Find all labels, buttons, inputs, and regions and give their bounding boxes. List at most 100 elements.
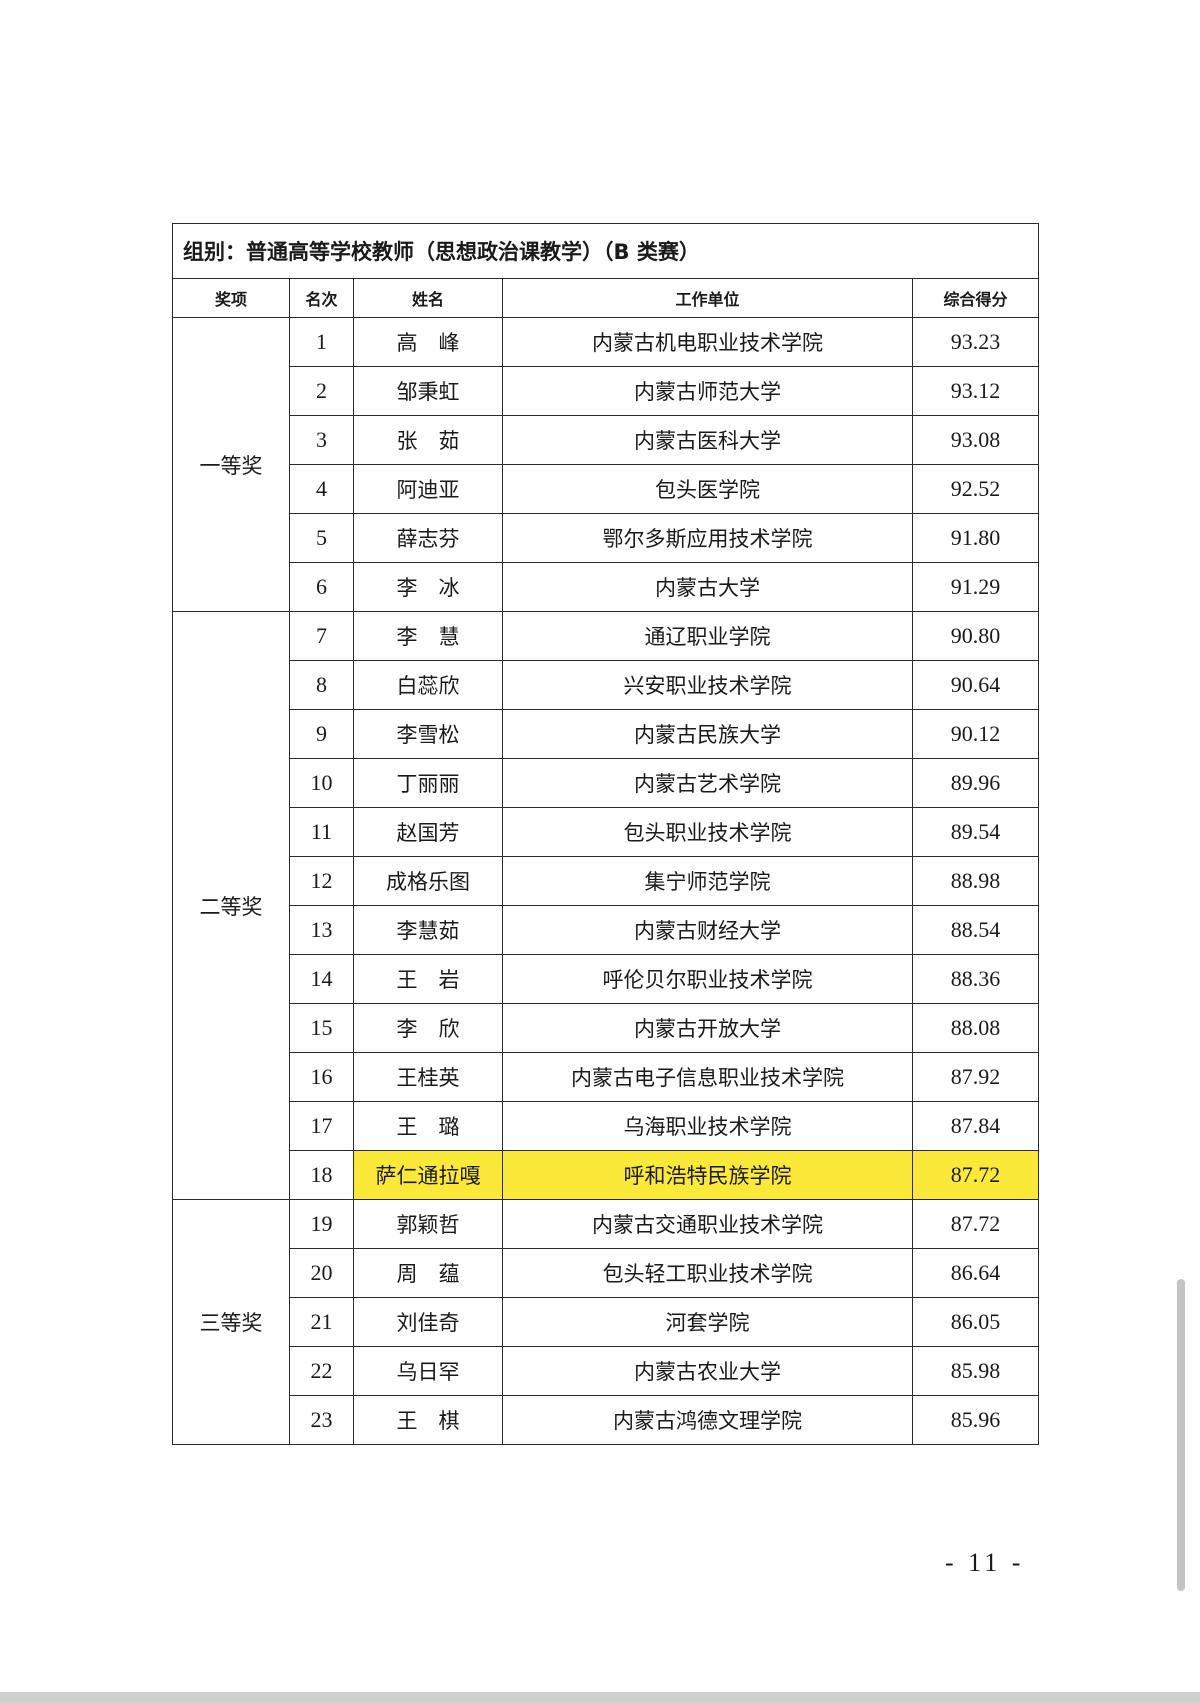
table-row: 2 邹秉虹 内蒙古师范大学 93.12: [173, 366, 1040, 416]
score-cell: 88.98: [911, 856, 1040, 906]
table-row: 12 成格乐图 集宁师范学院 88.98: [173, 856, 1040, 906]
unit-cell: 包头职业技术学院: [502, 807, 913, 857]
rank-cell: 4: [289, 464, 354, 514]
header-row: 奖项 名次 姓名 工作单位 综合得分: [172, 278, 1040, 318]
unit-cell: 内蒙古开放大学: [502, 1003, 913, 1053]
score-cell: 85.96: [911, 1395, 1040, 1445]
name-cell: 阿迪亚: [353, 464, 503, 514]
score-cell: 90.80: [911, 611, 1040, 661]
table-row: 15 李 欣内蒙古开放大学 88.08: [173, 1003, 1040, 1053]
score-cell: 88.36: [911, 954, 1040, 1004]
rank-cell: 16: [289, 1052, 354, 1102]
rank-cell: 18: [289, 1150, 354, 1200]
unit-cell: 乌海职业技术学院: [502, 1101, 913, 1151]
name-cell: 王桂英: [353, 1052, 503, 1102]
name-cell: 邹秉虹: [353, 366, 503, 416]
header-rank: 名次: [289, 278, 354, 318]
unit-cell: 兴安职业技术学院: [502, 660, 913, 710]
unit-cell: 内蒙古大学: [502, 562, 913, 612]
results-table: 组别：普通高等学校教师（思想政治课教学）（B 类赛） 奖项 名次 姓名 工作单位…: [171, 223, 1040, 1445]
score-cell: 88.54: [911, 905, 1040, 955]
table-row: 一等奖 1 高 峰内蒙古机电职业技术学院 93.23: [172, 317, 1040, 612]
name-cell: 乌日罕: [353, 1346, 503, 1396]
unit-cell: 集宁师范学院: [502, 856, 913, 906]
table-row: 二等奖 7 李 慧通辽职业学院 90.80: [172, 611, 1040, 1200]
unit-cell: 内蒙古机电职业技术学院: [502, 317, 913, 367]
rank-cell: 14: [289, 954, 354, 1004]
name-cell: 高 峰: [353, 317, 503, 367]
unit-cell: 内蒙古师范大学: [502, 366, 913, 416]
name-cell: 薛志芬: [353, 513, 503, 563]
name-cell: 刘佳奇: [353, 1297, 503, 1347]
name-cell: 张 茹: [353, 415, 503, 465]
header-award: 奖项: [172, 278, 290, 318]
table-row: 23 王 棋内蒙古鸿德文理学院 85.96: [173, 1395, 1040, 1445]
score-cell: 87.92: [911, 1052, 1040, 1102]
rank-cell: 20: [289, 1248, 354, 1298]
award-cell: 二等奖: [172, 611, 290, 1200]
score-cell: 93.23: [911, 317, 1040, 367]
score-cell: 92.52: [911, 464, 1040, 514]
unit-cell: 鄂尔多斯应用技术学院: [502, 513, 913, 563]
unit-cell: 包头医学院: [502, 464, 913, 514]
unit-cell: 呼伦贝尔职业技术学院: [502, 954, 913, 1004]
unit-cell: 内蒙古农业大学: [502, 1346, 913, 1396]
name-cell: 李慧茹: [353, 905, 503, 955]
unit-cell: 内蒙古鸿德文理学院: [502, 1395, 913, 1445]
table-row: 9 李雪松 内蒙古民族大学 90.12: [173, 709, 1040, 759]
rank-cell: 2: [289, 366, 354, 416]
rank-cell: 8: [289, 660, 354, 710]
table-row: 11 赵国芳 包头职业技术学院 89.54: [173, 807, 1040, 857]
header-name: 姓名: [353, 278, 503, 318]
unit-cell: 内蒙古财经大学: [502, 905, 913, 955]
unit-cell: 通辽职业学院: [502, 611, 913, 661]
score-cell: 87.84: [911, 1101, 1040, 1151]
rank-cell: 12: [289, 856, 354, 906]
rank-cell: 7: [289, 611, 354, 661]
name-cell: 白蕊欣: [353, 660, 503, 710]
name-cell: 李 慧: [353, 611, 503, 661]
name-cell: 成格乐图: [353, 856, 503, 906]
bottom-bar: [0, 1692, 1200, 1703]
rank-cell: 23: [289, 1395, 354, 1445]
score-cell: 90.12: [911, 709, 1040, 759]
score-cell: 91.29: [911, 562, 1040, 612]
unit-cell: 呼和浩特民族学院: [502, 1150, 913, 1200]
score-cell: 87.72: [911, 1199, 1040, 1249]
score-cell: 87.72: [911, 1150, 1040, 1200]
rank-cell: 19: [289, 1199, 354, 1249]
rank-cell: 10: [289, 758, 354, 808]
table-row: 8 白蕊欣 兴安职业技术学院 90.64: [173, 660, 1040, 710]
scrollbar[interactable]: [1177, 1279, 1185, 1591]
table-row: 13 李慧茹 内蒙古财经大学 88.54: [173, 905, 1040, 955]
unit-cell: 河套学院: [502, 1297, 913, 1347]
table-title: 组别：普通高等学校教师（思想政治课教学）（B 类赛）: [171, 223, 1040, 279]
unit-cell: 内蒙古艺术学院: [502, 758, 913, 808]
name-cell: 李 欣: [353, 1003, 503, 1053]
table-row: 三等奖 19 郭颖哲 内蒙古交通职业技术学院 87.72: [172, 1199, 1040, 1445]
score-cell: 93.08: [911, 415, 1040, 465]
name-cell: 赵国芳: [353, 807, 503, 857]
rank-cell: 21: [289, 1297, 354, 1347]
name-cell: 郭颖哲: [353, 1199, 503, 1249]
table-row: 16 王桂英 内蒙古电子信息职业技术学院 87.92: [173, 1052, 1040, 1102]
name-cell: 李雪松: [353, 709, 503, 759]
unit-cell: 包头轻工职业技术学院: [502, 1248, 913, 1298]
unit-cell: 内蒙古民族大学: [502, 709, 913, 759]
score-cell: 88.08: [911, 1003, 1040, 1053]
rank-cell: 1: [289, 317, 354, 367]
name-cell: 王 岩: [353, 954, 503, 1004]
name-cell: 王 璐: [353, 1101, 503, 1151]
score-cell: 86.64: [911, 1248, 1040, 1298]
table-row: 14 王 岩呼伦贝尔职业技术学院 88.36: [173, 954, 1040, 1004]
name-cell: 李 冰: [353, 562, 503, 612]
table-row: 17 王 璐乌海职业技术学院 87.84: [173, 1101, 1040, 1151]
table-row: 20 周 蕴包头轻工职业技术学院 86.64: [173, 1248, 1040, 1298]
table-row: 5 薛志芬 鄂尔多斯应用技术学院 91.80: [173, 513, 1040, 563]
page-number: - 11 -: [945, 1548, 1025, 1577]
unit-cell: 内蒙古交通职业技术学院: [502, 1199, 913, 1249]
rank-cell: 9: [289, 709, 354, 759]
award-cell: 三等奖: [172, 1199, 290, 1445]
score-cell: 90.64: [911, 660, 1040, 710]
